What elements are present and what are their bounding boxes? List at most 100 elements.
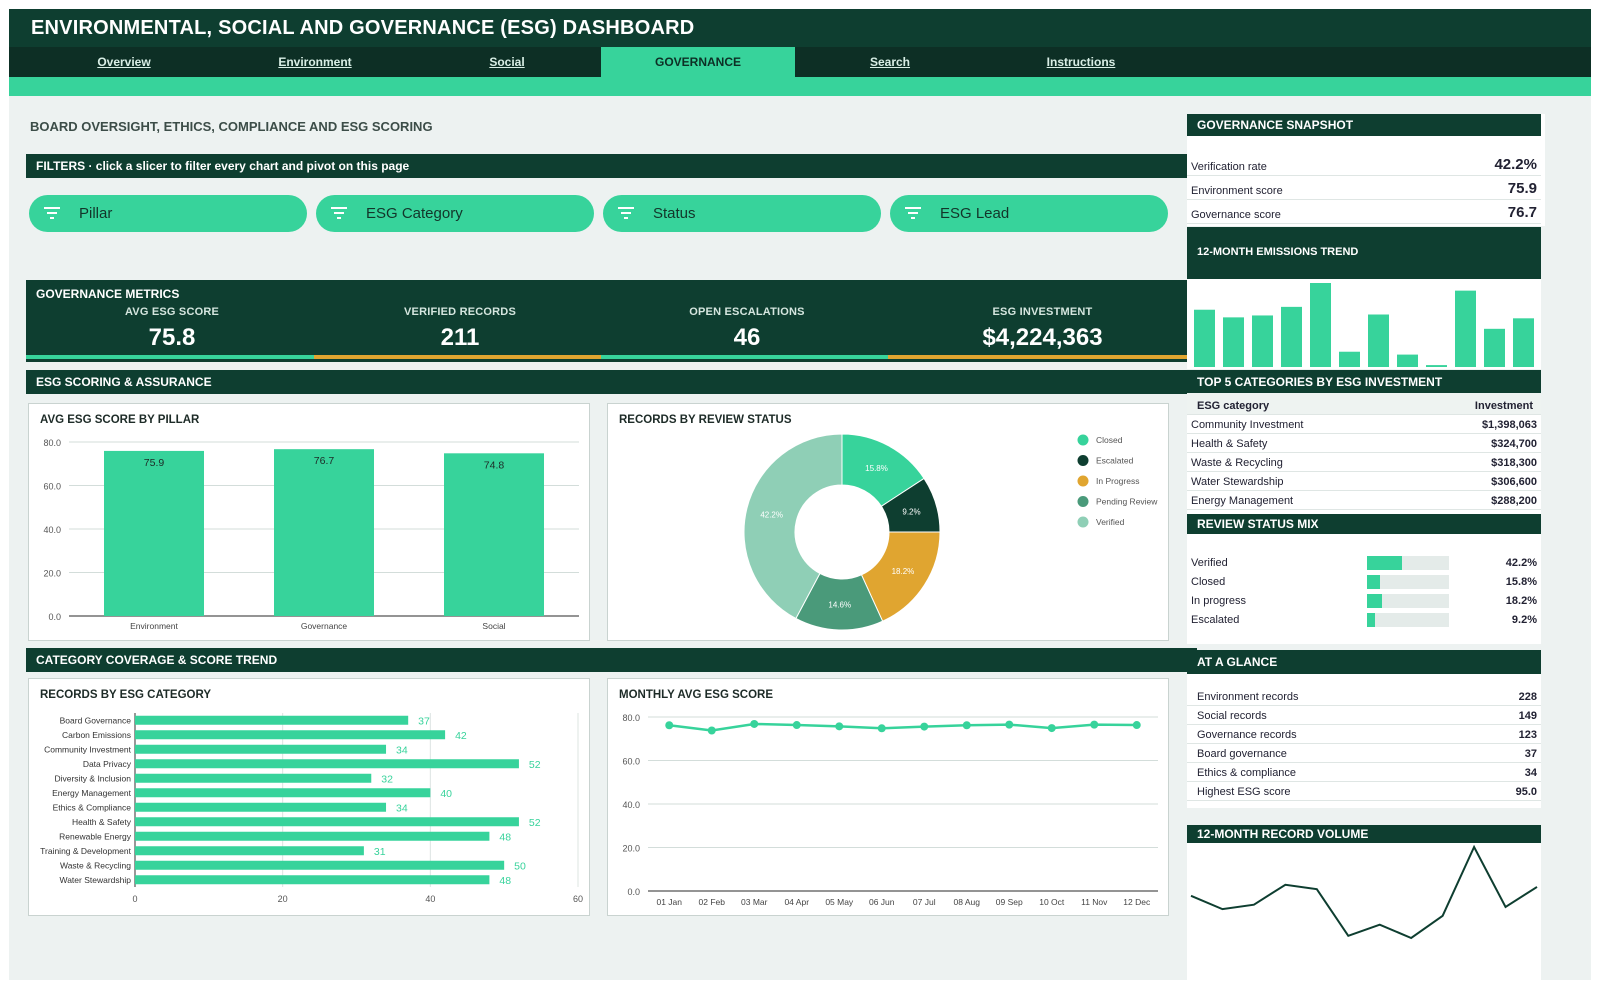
x-tick-label: 60 [573, 894, 583, 904]
tab-overview[interactable]: Overview [97, 55, 151, 69]
data-label: 52 [529, 817, 541, 829]
series-line [669, 722, 1137, 732]
glance-row: Governance records 123 [1187, 725, 1541, 744]
row-label: Energy Management [1191, 495, 1294, 507]
data-point [792, 721, 801, 730]
kpi-avg-esg-score: AVG ESG SCORE 75.8 [26, 306, 318, 359]
glance-row: Environment records 228 [1187, 687, 1541, 706]
y-tick-label: Board Governance [60, 715, 132, 725]
slicer-status[interactable]: Status [603, 195, 881, 232]
kpi-label: AVG ESG SCORE [124, 306, 220, 318]
review-status-mix-panel: REVIEW STATUS MIX Verified 42.2% Closed 15.… [1187, 514, 1541, 644]
top5-row: Health & Safety $324,700 [1187, 434, 1541, 453]
y-tick-label: Health & Safety [72, 817, 132, 827]
bar [135, 846, 364, 856]
progress-track [1367, 613, 1449, 627]
top5-row: Energy Management $288,200 [1187, 491, 1541, 510]
tab-governance[interactable]: GOVERNANCE [601, 47, 795, 77]
top5-column-header: ESG category Investment [1187, 393, 1541, 415]
kpi-accent-bar [601, 355, 893, 359]
row-label: Water Stewardship [1191, 476, 1284, 488]
governance-metrics-panel: GOVERNANCE METRICS AVG ESG SCORE 75.8 VE… [26, 280, 1197, 362]
row-label: Social records [1197, 710, 1267, 722]
legend-label: Closed [1096, 435, 1123, 445]
data-label: 76.7 [314, 455, 335, 467]
at-a-glance-panel: Environment records 228 Social records 149… [1187, 674, 1541, 808]
tab-environment[interactable]: Environment [278, 55, 352, 69]
progress-fill [1367, 575, 1380, 589]
x-tick-label: 07 Jul [913, 897, 936, 907]
x-tick-label: 04 Apr [784, 897, 809, 907]
top5-row: Water Stewardship $306,600 [1187, 472, 1541, 491]
kpi-label: OPEN ESCALATIONS [689, 306, 805, 318]
glance-header-wrap: AT A GLANCE [1187, 650, 1541, 674]
x-tick-label: 0 [132, 894, 137, 904]
bar [1339, 351, 1360, 367]
kpi-open-escalations: OPEN ESCALATIONS 46 [601, 306, 893, 359]
section-scoring-header: ESG SCORING & ASSURANCE [26, 370, 1197, 394]
col-investment: Investment [1474, 400, 1533, 412]
row-label: Closed [1191, 576, 1226, 588]
slice-label: 18.2% [892, 567, 915, 576]
row-label: Health & Safety [1191, 438, 1268, 450]
glance-header: AT A GLANCE [1187, 650, 1541, 674]
x-tick-label: Social [482, 621, 505, 631]
y-tick-label: Carbon Emissions [62, 730, 131, 740]
x-tick-label: 01 Jan [656, 897, 682, 907]
kpi-accent-bar [314, 355, 606, 359]
tab-instructions[interactable]: Instructions [1046, 55, 1116, 69]
row-value: $1,398,063 [1481, 419, 1537, 431]
top5-panel: TOP 5 CATEGORIES BY ESG INVESTMENT ESG c… [1187, 370, 1541, 514]
pillar-chart-panel: AVG ESG SCORE BY PILLAR 0.0 20.0 40.0 60.0 8… [28, 403, 590, 641]
y-tick-label: 20.0 [43, 569, 61, 579]
tab-social[interactable]: Social [489, 55, 525, 69]
chart-title: AVG ESG SCORE BY PILLAR [40, 414, 200, 426]
snapshot-row: Environment score 75.9 [1187, 176, 1541, 200]
progress-track [1367, 575, 1449, 589]
pillar-bar-chart: 0.0 20.0 40.0 60.0 80.0 75.9 Environment 76.7 Go… [43, 438, 579, 631]
x-tick-label: 03 Mar [741, 897, 768, 907]
x-tick-label: 20 [278, 894, 288, 904]
x-tick-label: Environment [130, 621, 178, 631]
data-label: 75.9 [144, 457, 165, 469]
row-value: $306,600 [1491, 476, 1537, 488]
slicer-esg-category[interactable]: ESG Category [316, 195, 594, 232]
metrics-header: GOVERNANCE METRICS [36, 287, 180, 301]
progress-track [1367, 594, 1449, 608]
slice-label: 15.8% [865, 464, 888, 473]
x-tick-label: 10 Oct [1039, 897, 1065, 907]
monthly-line-chart: 0.0 20.0 40.0 60.0 80.0 01 Jan 02 Feb 03 Mar 04 … [622, 713, 1158, 907]
dashboard-title: ENVIRONMENTAL, SOCIAL AND GOVERNANCE (ES… [31, 17, 695, 39]
y-tick-label: 40.0 [622, 800, 640, 810]
progress-fill [1367, 556, 1402, 570]
row-value: $288,200 [1491, 495, 1537, 507]
y-tick-label: 20.0 [622, 844, 640, 854]
bar [1223, 317, 1244, 367]
row-label: Governance score [1191, 209, 1281, 221]
data-point [835, 722, 844, 731]
y-tick-label: Training & Development [40, 846, 132, 856]
data-label: 37 [418, 715, 430, 727]
mix-row: Escalated 9.2% [1187, 609, 1541, 628]
x-tick-label: Governance [301, 621, 348, 631]
status-chart-panel: RECORDS BY REVIEW STATUS 15.8% 9.2% 18.2% 1… [607, 403, 1169, 641]
row-value: 149 [1518, 710, 1537, 722]
bar [1455, 290, 1476, 367]
row-label: Verification rate [1191, 161, 1267, 173]
bar [1194, 309, 1215, 367]
top5-row: Waste & Recycling $318,300 [1187, 453, 1541, 472]
bar [135, 831, 490, 841]
bar [1310, 283, 1331, 367]
glance-row: Highest ESG score 95.0 [1187, 782, 1541, 801]
chart-title: RECORDS BY REVIEW STATUS [619, 414, 792, 426]
legend-label: Pending Review [1096, 497, 1158, 507]
slicer-label: Pillar [79, 205, 113, 222]
kpi-accent-bar [888, 355, 1197, 359]
snapshot-header: GOVERNANCE SNAPSHOT [1187, 114, 1541, 136]
data-point [877, 724, 886, 733]
slicer-pillar[interactable]: Pillar [29, 195, 307, 232]
slicer-esg-lead[interactable]: ESG Lead [890, 195, 1168, 232]
glance-row: Social records 149 [1187, 706, 1541, 725]
tab-search[interactable]: Search [869, 55, 911, 69]
mix-row: Verified 42.2% [1187, 552, 1541, 571]
